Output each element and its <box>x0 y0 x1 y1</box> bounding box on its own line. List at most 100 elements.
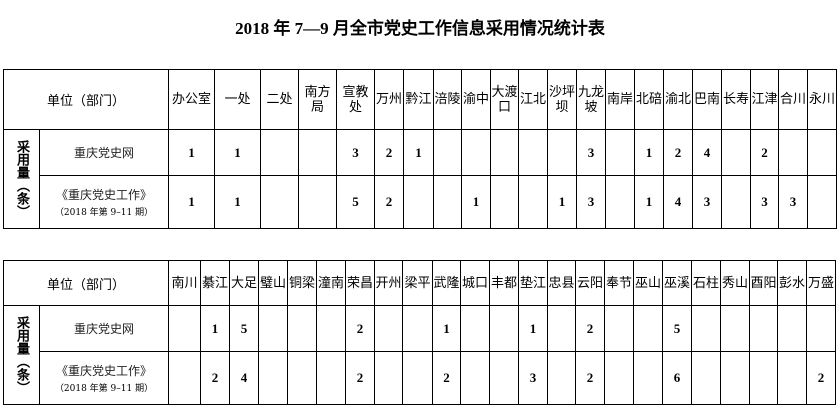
source-name: 《重庆党史工作》 <box>56 188 153 202</box>
count-cell: 2 <box>345 351 376 405</box>
source-name-cell: 重庆党史网 <box>38 129 170 176</box>
table-row: 《重庆党史工作》 （2018 年第 9–11 期） 1 1 5 2 1 1 3 1 4 3 3 3 <box>4 175 838 229</box>
count-cell <box>518 175 549 229</box>
source-name-cell: 《重庆党史工作》 （2018 年第 9–11 期） <box>38 175 170 229</box>
count-cell <box>461 129 492 176</box>
count-cell <box>490 129 520 176</box>
count-cell: 1 <box>547 175 578 229</box>
count-cell: 1 <box>403 129 435 176</box>
count-cell <box>547 305 577 352</box>
count-cell <box>604 351 635 405</box>
count-cell <box>316 305 347 352</box>
unit-column-header: 渝北 <box>663 69 694 130</box>
unit-column-header: 石柱 <box>691 260 722 306</box>
unit-column-header: 沙坪坝 <box>547 69 578 130</box>
count-cell <box>691 305 722 352</box>
count-cell <box>721 129 752 176</box>
count-cell: 5 <box>336 175 376 229</box>
unit-column-header: 梁平 <box>402 260 434 306</box>
count-cell <box>258 351 289 405</box>
unit-column-header: 大足 <box>229 260 260 306</box>
count-cell: 3 <box>518 351 549 405</box>
count-cell: 4 <box>692 129 723 176</box>
unit-column-header: 永川 <box>807 69 838 130</box>
count-cell <box>720 351 751 405</box>
count-cell: 2 <box>200 351 231 405</box>
count-cell: 6 <box>662 351 693 405</box>
table-row: 采用量（条） 重庆党史网 1 1 3 2 1 3 1 2 4 2 <box>3 129 838 229</box>
count-cell <box>777 351 808 405</box>
count-cell <box>433 175 463 229</box>
source-issue: （2018 年第 9–11 期） <box>54 208 154 218</box>
source-name-cell: 重庆党史网 <box>38 305 170 352</box>
count-cell <box>168 351 202 405</box>
unit-column-header: 巴南 <box>692 69 723 130</box>
count-cell <box>806 305 837 352</box>
count-cell: 3 <box>576 175 607 229</box>
count-cell <box>298 129 338 176</box>
count-cell: 2 <box>806 351 837 405</box>
count-cell: 1 <box>634 129 665 176</box>
count-cell <box>605 129 636 176</box>
count-cell <box>374 351 404 405</box>
unit-column-header: 九龙坡 <box>576 69 607 130</box>
header-row: 单位（部门） 办公室 一处 二处 南方局 宣教处 万州 黔江 涪陵 渝中 大渡口 江北 沙坪坝 九龙坡 南岸… <box>2 69 838 130</box>
count-cell: 3 <box>692 175 723 229</box>
unit-column-header: 潼南 <box>316 260 347 306</box>
count-cell <box>633 305 664 352</box>
unit-column-header: 南川 <box>168 260 202 306</box>
source-name: 《重庆党史工作》 <box>56 364 153 378</box>
unit-column-header: 涪陵 <box>433 69 463 130</box>
count-cell: 2 <box>750 129 780 176</box>
count-cell <box>749 351 779 405</box>
count-cell: 1 <box>432 305 462 352</box>
unit-column-header: 荣昌 <box>345 260 376 306</box>
side-label: 采用量（条） <box>3 305 40 405</box>
source-name: 重庆党史网 <box>74 146 135 160</box>
unit-column-header: 大渡口 <box>490 69 520 130</box>
unit-column-header: 长寿 <box>721 69 752 130</box>
unit-column-header: 合川 <box>778 69 809 130</box>
count-cell <box>168 305 202 352</box>
unit-column-header: 巫溪 <box>662 260 693 306</box>
count-cell <box>316 351 347 405</box>
table-row: 采用量（条） 重庆党史网 1 5 2 1 1 2 5 <box>3 305 837 405</box>
count-cell: 1 <box>461 175 492 229</box>
count-cell <box>777 305 808 352</box>
unit-column-header: 綦江 <box>200 260 231 306</box>
count-cell <box>721 175 752 229</box>
unit-column-header: 北碚 <box>634 69 665 130</box>
count-cell: 1 <box>214 175 262 229</box>
count-cell: 2 <box>374 175 405 229</box>
count-cell: 3 <box>336 129 376 176</box>
count-cell <box>260 129 300 176</box>
count-cell <box>547 129 578 176</box>
count-cell <box>490 175 520 229</box>
unit-column-header: 秀山 <box>720 260 751 306</box>
unit-column-header: 开州 <box>374 260 404 306</box>
count-cell: 3 <box>576 129 607 176</box>
count-cell <box>778 129 809 176</box>
count-cell <box>260 175 300 229</box>
unit-column-header: 江北 <box>518 69 549 130</box>
unit-header: 单位（部门） <box>2 260 170 306</box>
count-cell <box>518 129 549 176</box>
count-cell: 2 <box>575 351 606 405</box>
unit-column-header: 酉阳 <box>749 260 779 306</box>
unit-column-header: 江津 <box>750 69 780 130</box>
page-title: 2018 年 7—9 月全市党史工作信息采用情况统计表 <box>235 19 605 38</box>
count-cell: 5 <box>229 305 260 352</box>
count-cell <box>287 351 318 405</box>
count-cell <box>460 305 491 352</box>
count-cell <box>258 305 289 352</box>
unit-column-header: 彭水 <box>777 260 808 306</box>
unit-column-header: 万州 <box>374 69 405 130</box>
count-cell: 4 <box>663 175 694 229</box>
source-issue: （2018 年第 9–11 期） <box>54 384 154 394</box>
count-cell: 1 <box>200 305 231 352</box>
count-cell <box>489 351 520 405</box>
count-cell <box>691 351 722 405</box>
unit-column-header: 万盛 <box>806 260 837 306</box>
count-cell: 2 <box>432 351 462 405</box>
count-cell <box>402 351 434 405</box>
